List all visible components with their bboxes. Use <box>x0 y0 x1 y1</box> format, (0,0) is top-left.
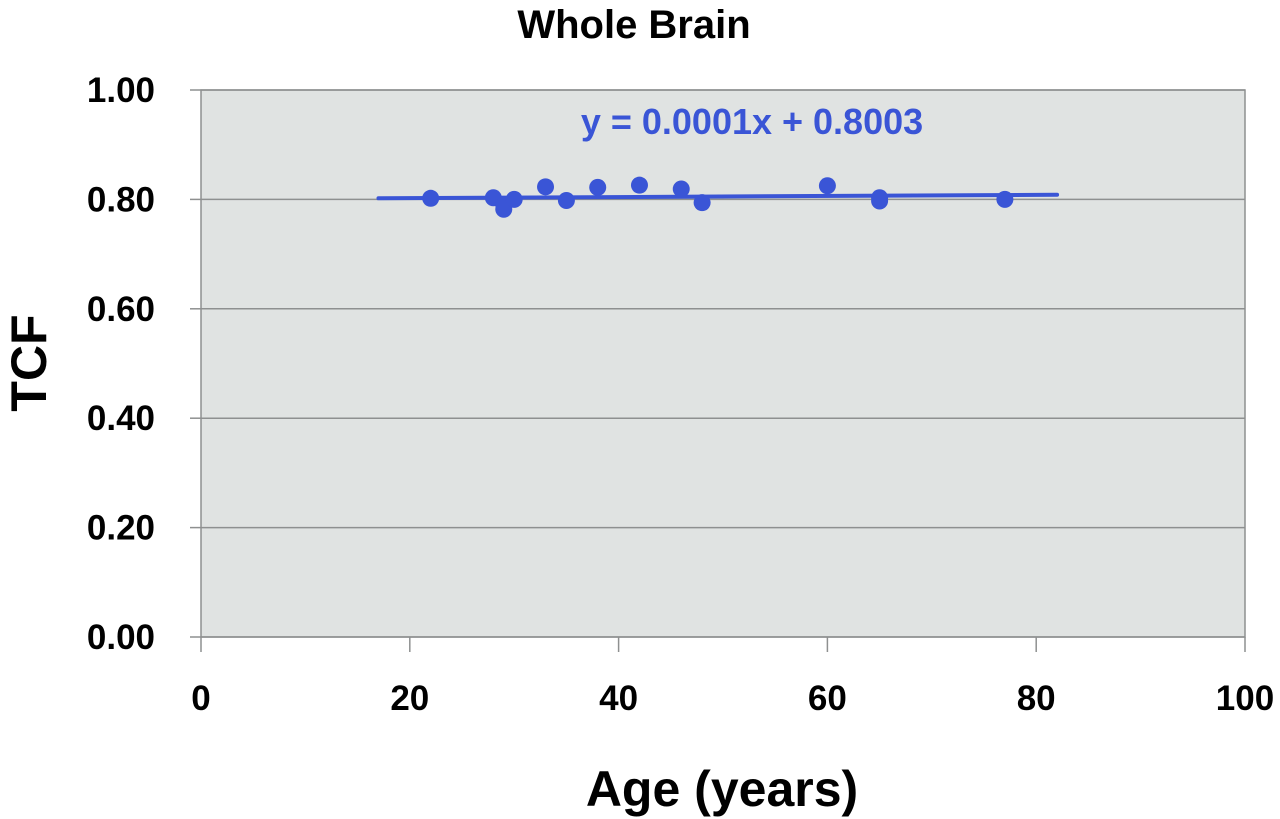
y-tick-label-4: 0.80 <box>87 180 155 219</box>
x-tick-label-3: 60 <box>808 679 847 718</box>
y-tick-label-1: 0.20 <box>87 509 155 548</box>
data-point-13 <box>871 189 889 207</box>
y-tick-labels: 0.00 0.20 0.40 0.60 0.80 1.00 <box>87 71 155 657</box>
x-tick-label-4: 80 <box>1017 679 1056 718</box>
y-tick-label-3: 0.60 <box>87 290 155 329</box>
data-point-9 <box>672 180 690 198</box>
x-tick-label-5: 100 <box>1216 679 1274 718</box>
chart-title: Whole Brain <box>517 3 750 47</box>
x-axis-label: Age (years) <box>586 761 858 817</box>
y-tick-label-0: 0.00 <box>87 618 155 657</box>
data-point-0 <box>422 189 440 207</box>
x-tick-label-2: 40 <box>599 679 638 718</box>
x-tick-labels: 0 20 40 60 80 100 <box>191 679 1274 718</box>
y-tick-label-5: 1.00 <box>87 71 155 110</box>
x-tick-label-1: 20 <box>390 679 429 718</box>
data-point-14 <box>996 190 1014 208</box>
y-tick-label-2: 0.40 <box>87 399 155 438</box>
data-point-8 <box>630 176 648 194</box>
trendline-equation: y = 0.0001x + 0.8003 <box>581 101 923 142</box>
data-point-11 <box>818 177 836 195</box>
plot-area <box>200 89 1246 638</box>
axes <box>190 89 1246 652</box>
data-points <box>422 176 1014 218</box>
data-point-4 <box>505 190 523 208</box>
data-point-5 <box>537 178 555 196</box>
x-tick-label-0: 0 <box>191 679 210 718</box>
gridlines <box>201 89 1245 638</box>
data-point-10 <box>693 194 711 212</box>
data-point-7 <box>589 178 607 196</box>
data-point-6 <box>557 191 575 209</box>
y-axis-label: TCF <box>1 314 57 411</box>
